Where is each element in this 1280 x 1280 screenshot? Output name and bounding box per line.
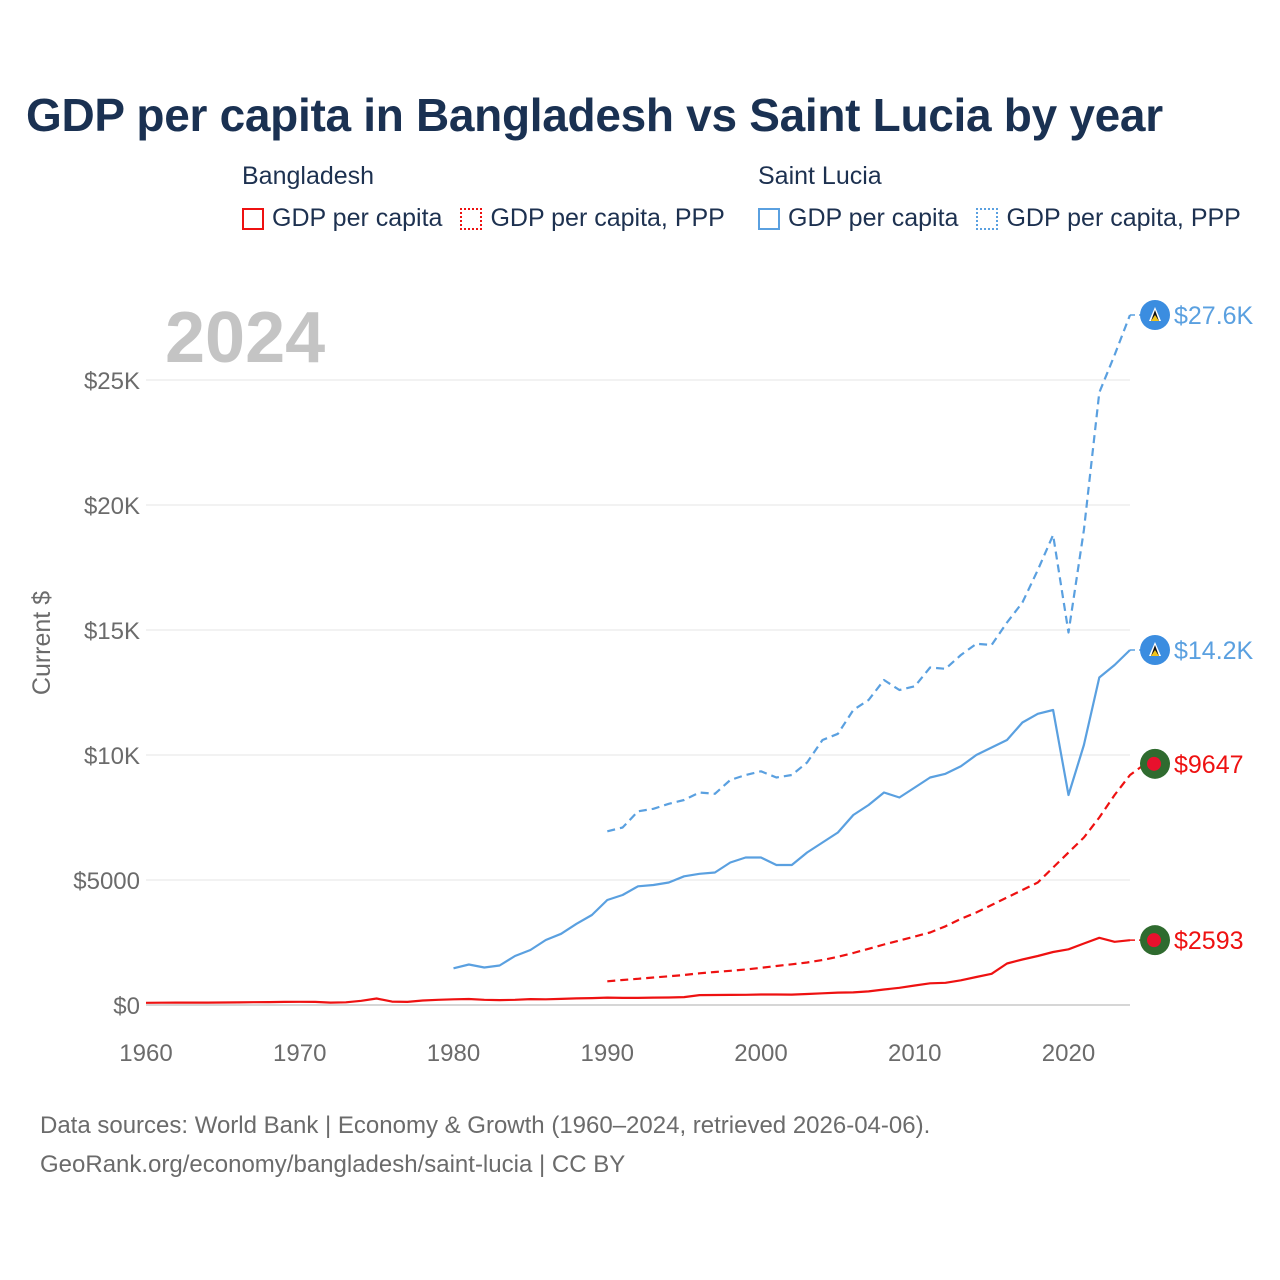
legend-swatch-dotted bbox=[976, 207, 999, 230]
x-axis: 1960 1970 1980 1990 2000 2010 2020 bbox=[119, 1040, 1095, 1067]
legend-swatch-dotted bbox=[460, 207, 483, 230]
x-tick-label: 1990 bbox=[581, 1040, 634, 1067]
legend-item-label: GDP per capita, PPP bbox=[1006, 204, 1241, 232]
x-tick-label: 2000 bbox=[734, 1040, 787, 1067]
end-value-label: $14.2K bbox=[1174, 637, 1254, 665]
series-lines bbox=[145, 314, 1147, 1004]
end-value-label: $2593 bbox=[1174, 927, 1244, 955]
x-tick-label: 2020 bbox=[1042, 1040, 1095, 1067]
flag-disc bbox=[1147, 756, 1161, 771]
x-tick-label: 1960 bbox=[119, 1040, 172, 1067]
legend-item-saint-lucia-gdp[interactable]: GDP per capita bbox=[758, 204, 958, 233]
saint-lucia-flag-icon bbox=[1140, 635, 1170, 665]
source-line: Data sources: World Bank | Economy & Gro… bbox=[40, 1112, 931, 1139]
end-value-label: $9647 bbox=[1174, 751, 1244, 779]
chart-title: GDP per capita in Bangladesh vs Saint Lu… bbox=[26, 89, 1163, 141]
end-value-label: $27.6K bbox=[1174, 302, 1254, 330]
source-note: Data sources: World Bank | Economy & Gro… bbox=[40, 1106, 930, 1184]
bangladesh-flag-icon bbox=[1140, 925, 1170, 956]
y-tick-label: $0 bbox=[113, 993, 140, 1020]
legend-group-saint-lucia: Saint Lucia GDP per capita GDP per capit… bbox=[758, 162, 1259, 233]
source-link[interactable]: GeoRank.org/economy/bangladesh/saint-luc… bbox=[40, 1151, 626, 1178]
legend-swatch-solid bbox=[758, 207, 780, 230]
y-tick-label: $20K bbox=[84, 493, 140, 520]
y-axis: $0 $5000 $10K $15K $20K $25K bbox=[73, 368, 140, 1020]
legend-item-label: GDP per capita bbox=[788, 204, 959, 232]
series-line-bd-ppp bbox=[607, 762, 1147, 983]
legend-item-bangladesh-gdp[interactable]: GDP per capita bbox=[242, 204, 442, 233]
flag-triangle-gold bbox=[1151, 650, 1159, 656]
x-tick-label: 1970 bbox=[273, 1040, 326, 1067]
legend-group-title: Bangladesh bbox=[242, 162, 375, 190]
legend-item-label: GDP per capita, PPP bbox=[490, 204, 725, 232]
legend-item-label: GDP per capita bbox=[272, 204, 443, 232]
legend-group-title: Saint Lucia bbox=[758, 162, 882, 190]
legend-item-bangladesh-gdp-ppp[interactable]: GDP per capita, PPP bbox=[460, 204, 725, 233]
y-tick-label: $15K bbox=[84, 618, 140, 645]
x-tick-label: 1980 bbox=[427, 1040, 480, 1067]
legend-item-saint-lucia-gdp-ppp[interactable]: GDP per capita, PPP bbox=[976, 204, 1241, 233]
legend-swatch-solid bbox=[242, 207, 264, 230]
y-axis-label: Current $ bbox=[28, 591, 56, 695]
gridlines bbox=[146, 379, 1130, 1006]
series-line-bd-gdp bbox=[145, 936, 1131, 1004]
end-labels: $27.6K $14.2K $9647 $2593 bbox=[1130, 300, 1254, 956]
flag-triangle-gold bbox=[1151, 315, 1159, 321]
flag-disc bbox=[1147, 933, 1161, 948]
y-tick-label: $10K bbox=[84, 743, 140, 770]
bangladesh-flag-icon bbox=[1140, 748, 1170, 779]
year-watermark: 2024 bbox=[165, 298, 325, 378]
x-tick-label: 2010 bbox=[888, 1040, 941, 1067]
saint-lucia-flag-icon bbox=[1140, 300, 1170, 330]
series-line-lc-gdp bbox=[453, 649, 1131, 970]
series-line-lc-ppp bbox=[607, 314, 1132, 833]
y-tick-label: $25K bbox=[84, 368, 140, 395]
y-tick-label: $5000 bbox=[73, 868, 140, 895]
legend-group-bangladesh: Bangladesh GDP per capita GDP per capita… bbox=[242, 162, 743, 233]
